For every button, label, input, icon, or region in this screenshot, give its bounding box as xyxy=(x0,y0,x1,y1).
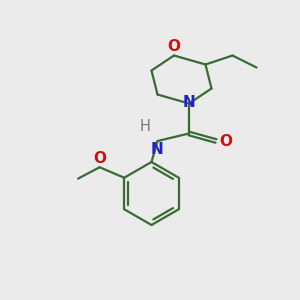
Text: O: O xyxy=(93,152,106,166)
Text: N: N xyxy=(183,95,195,110)
Text: N: N xyxy=(151,142,163,157)
Text: O: O xyxy=(167,39,181,54)
Text: O: O xyxy=(220,134,232,149)
Text: H: H xyxy=(140,119,150,134)
